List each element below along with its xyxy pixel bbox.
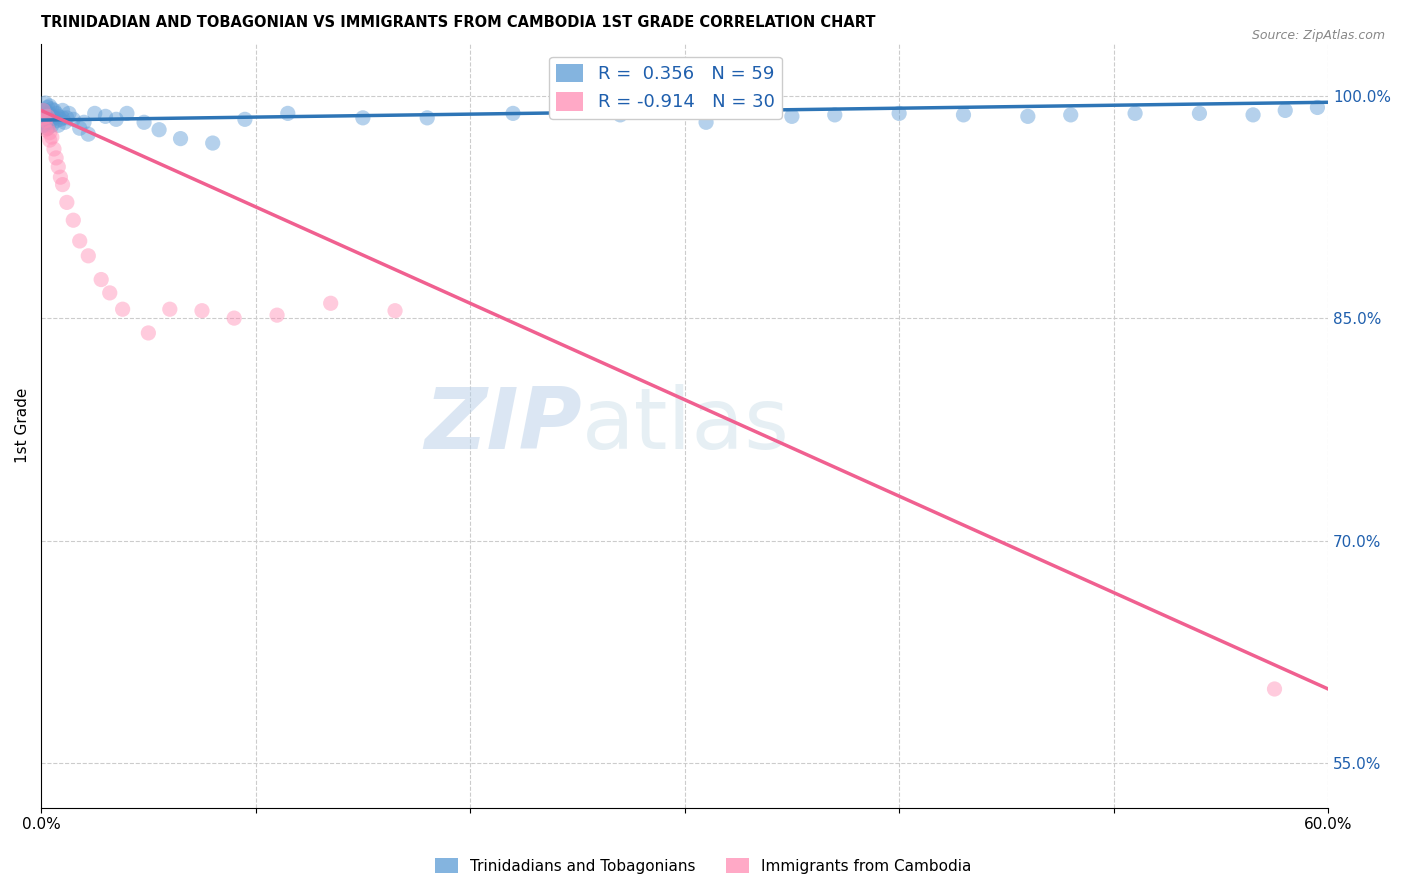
Point <box>1188 106 1211 120</box>
Y-axis label: 1st Grade: 1st Grade <box>15 388 30 463</box>
Point <box>37 112 59 127</box>
Point <box>824 108 846 122</box>
Point <box>42 142 65 156</box>
Point <box>233 112 256 127</box>
Point <box>148 122 170 136</box>
Point <box>58 106 80 120</box>
Point <box>1274 103 1296 118</box>
Point <box>38 99 60 113</box>
Point <box>46 109 69 123</box>
Point <box>266 308 288 322</box>
Point <box>37 100 59 114</box>
Point <box>51 178 73 192</box>
Point <box>37 106 59 120</box>
Point <box>502 106 524 120</box>
Point <box>45 113 67 128</box>
Point <box>49 112 72 127</box>
Point <box>83 106 105 120</box>
Point <box>34 111 56 125</box>
Point <box>45 106 67 120</box>
Point <box>51 103 73 118</box>
Point <box>1123 106 1146 120</box>
Point <box>1060 108 1083 122</box>
Text: atlas: atlas <box>582 384 790 467</box>
Point <box>38 133 60 147</box>
Point <box>94 109 117 123</box>
Point <box>132 115 155 129</box>
Legend: R =  0.356   N = 59, R = -0.914   N = 30: R = 0.356 N = 59, R = -0.914 N = 30 <box>548 56 782 119</box>
Point <box>37 121 59 136</box>
Point <box>224 311 246 326</box>
Point <box>42 111 65 125</box>
Point <box>32 103 55 118</box>
Point <box>34 122 56 136</box>
Point <box>887 106 910 120</box>
Point <box>191 303 214 318</box>
Point <box>1017 109 1039 123</box>
Point <box>277 106 299 120</box>
Point <box>1241 108 1264 122</box>
Point <box>90 272 112 286</box>
Point <box>138 326 160 340</box>
Point <box>32 111 55 125</box>
Point <box>32 103 55 118</box>
Point <box>46 160 69 174</box>
Point <box>42 103 65 118</box>
Point <box>53 115 76 129</box>
Point <box>45 151 67 165</box>
Point <box>780 109 803 123</box>
Point <box>352 111 374 125</box>
Point <box>34 113 56 128</box>
Point <box>69 234 91 248</box>
Point <box>56 111 79 125</box>
Point <box>34 103 56 118</box>
Point <box>695 845 717 859</box>
Point <box>384 303 406 318</box>
Legend: Trinidadians and Tobagonians, Immigrants from Cambodia: Trinidadians and Tobagonians, Immigrants… <box>429 852 977 880</box>
Point <box>34 118 56 132</box>
Point <box>98 285 121 300</box>
Point <box>695 115 717 129</box>
Point <box>51 111 73 125</box>
Point <box>37 109 59 123</box>
Point <box>169 131 191 145</box>
Point <box>69 121 91 136</box>
Point <box>319 296 342 310</box>
Point <box>77 127 100 141</box>
Text: Source: ZipAtlas.com: Source: ZipAtlas.com <box>1251 29 1385 42</box>
Point <box>62 112 84 127</box>
Point <box>56 195 79 210</box>
Point <box>38 115 60 129</box>
Point <box>62 213 84 227</box>
Text: ZIP: ZIP <box>425 384 582 467</box>
Point <box>32 111 55 125</box>
Point <box>416 111 439 125</box>
Point <box>952 108 974 122</box>
Point <box>32 118 55 132</box>
Point <box>37 121 59 136</box>
Point <box>41 109 63 123</box>
Point <box>41 130 63 145</box>
Point <box>1263 681 1285 696</box>
Text: TRINIDADIAN AND TOBAGONIAN VS IMMIGRANTS FROM CAMBODIA 1ST GRADE CORRELATION CHA: TRINIDADIAN AND TOBAGONIAN VS IMMIGRANTS… <box>41 15 876 30</box>
Point <box>77 249 100 263</box>
Point <box>41 102 63 116</box>
Point <box>46 118 69 132</box>
Point <box>115 106 138 120</box>
Point <box>41 118 63 132</box>
Point <box>201 136 224 150</box>
Point <box>73 115 96 129</box>
Point <box>111 302 134 317</box>
Point <box>159 302 181 317</box>
Point <box>38 126 60 140</box>
Point <box>34 95 56 110</box>
Point <box>1306 100 1329 114</box>
Point <box>105 112 128 127</box>
Point <box>609 108 631 122</box>
Point <box>49 170 72 185</box>
Point <box>38 106 60 120</box>
